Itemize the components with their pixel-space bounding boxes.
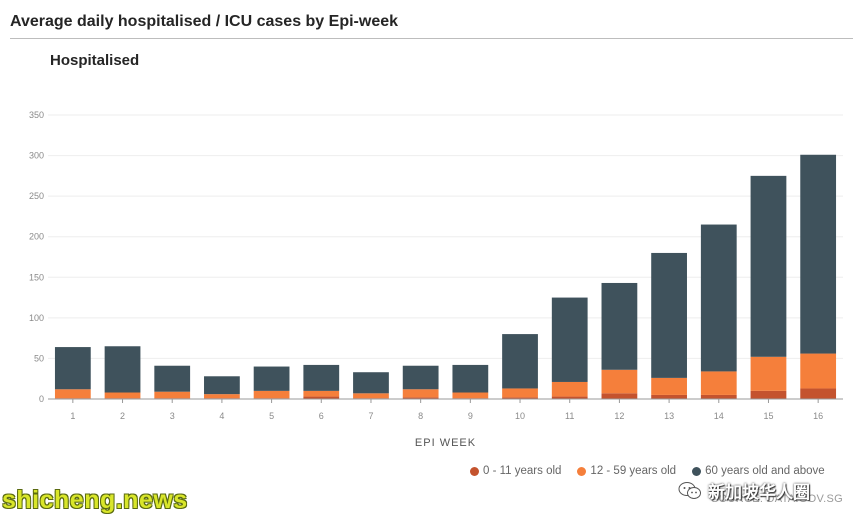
legend-item-0-11[interactable]: 0 - 11 years old — [470, 465, 561, 477]
bar-segment — [551, 396, 588, 399]
bar-segment — [502, 334, 538, 389]
bar-segment — [104, 346, 141, 393]
bar-segment — [402, 397, 439, 399]
y-tick-label: 0 — [39, 394, 44, 404]
bar-segment — [601, 369, 638, 394]
wechat-logo-icon — [678, 481, 701, 499]
bar-segment — [452, 392, 489, 399]
bar-segment — [551, 297, 588, 382]
bar-segment — [551, 381, 588, 397]
x-tick-label: 2 — [120, 411, 125, 421]
y-tick-label: 200 — [29, 232, 44, 242]
y-tick-label: 100 — [29, 313, 44, 323]
bar-segment — [502, 397, 538, 399]
bar-segment — [402, 389, 439, 398]
bar-segment — [800, 154, 837, 354]
bar-segment — [353, 393, 389, 399]
bar-segment — [452, 364, 489, 393]
bar-segment — [303, 364, 340, 391]
x-tick-label: 5 — [269, 411, 274, 421]
legend: 0 - 11 years old 12 - 59 years old 60 ye… — [470, 465, 825, 477]
bar-segment — [651, 252, 687, 378]
legend-swatch-12-59 — [577, 466, 587, 476]
x-tick-label: 12 — [614, 411, 624, 421]
x-tick-label: 7 — [368, 411, 373, 421]
bar-segment — [303, 396, 340, 399]
bar-segment — [54, 347, 91, 390]
watermark-left: shicheng.news — [2, 486, 188, 514]
x-tick-label: 9 — [468, 411, 473, 421]
bars — [54, 154, 837, 399]
y-tick-label: 300 — [29, 151, 44, 161]
watermark-right: 新加坡华人圈 — [678, 478, 810, 503]
x-tick-label: 3 — [170, 411, 175, 421]
legend-swatch-0-11 — [470, 466, 479, 476]
bar-segment — [800, 353, 837, 389]
page-title: Average daily hospitalised / ICU cases b… — [10, 13, 399, 30]
bar-segment — [54, 389, 91, 399]
x-tick-label: 8 — [418, 411, 423, 421]
title-divider — [10, 38, 853, 39]
x-tick-label: 4 — [219, 411, 224, 421]
x-tick-label: 14 — [714, 411, 724, 421]
legend-label-60-plus: 60 years old and above — [705, 465, 825, 477]
legend-item-12-59[interactable]: 12 - 59 years old — [577, 465, 676, 477]
chart-title: Hospitalised — [50, 52, 140, 69]
bar-segment — [353, 372, 389, 394]
x-tick-label: 10 — [515, 411, 525, 421]
x-tick-label: 11 — [565, 411, 574, 421]
y-tick-label: 350 — [29, 110, 44, 120]
bar-segment — [502, 388, 538, 398]
bar-segment — [204, 376, 240, 395]
legend-item-60-plus[interactable]: 60 years old and above — [692, 465, 825, 477]
bar-segment — [700, 224, 737, 372]
bar-segment — [154, 365, 191, 392]
bar-segment — [700, 394, 737, 399]
y-tick-label: 50 — [34, 353, 44, 363]
x-axis-ticks: 1 2 3 4 5 6 7 8 9 10 11 12 13 14 15 16 — [70, 399, 823, 421]
y-tick-label: 150 — [29, 272, 44, 282]
bar-segment — [204, 394, 240, 399]
watermark-right-text: 新加坡华人圈 — [708, 483, 810, 502]
bar-segment — [402, 365, 439, 390]
bar-segment — [800, 388, 837, 399]
y-axis-ticks: 0 50 100 150 200 250 300 350 — [29, 110, 44, 404]
x-tick-label: 13 — [664, 411, 674, 421]
source-note: SOURCE: DATA.GOV.SG — [710, 493, 843, 505]
legend-label-0-11: 0 - 11 years old — [483, 465, 562, 477]
bar-segment — [651, 394, 687, 399]
bar-segment — [253, 366, 290, 391]
bar-segment — [104, 392, 141, 399]
bar-segment — [700, 371, 737, 395]
x-tick-label: 15 — [763, 411, 773, 421]
bar-segment — [303, 390, 340, 397]
bar-segment — [750, 356, 787, 391]
y-tick-label: 250 — [29, 191, 44, 201]
bar-segment — [154, 391, 191, 399]
x-tick-label: 6 — [319, 411, 324, 421]
bar-segment — [651, 377, 687, 395]
bar-segment — [253, 390, 290, 399]
x-tick-label: 16 — [813, 411, 823, 421]
legend-swatch-60-plus — [692, 466, 702, 476]
x-axis-title: EPI WEEK — [415, 437, 476, 449]
bar-segment — [601, 282, 638, 370]
bar-segment — [750, 175, 787, 357]
x-tick-label: 1 — [70, 411, 75, 421]
legend-label-12-59: 12 - 59 years old — [590, 465, 677, 477]
bar-segment — [601, 393, 638, 399]
bar-segment — [750, 390, 787, 399]
